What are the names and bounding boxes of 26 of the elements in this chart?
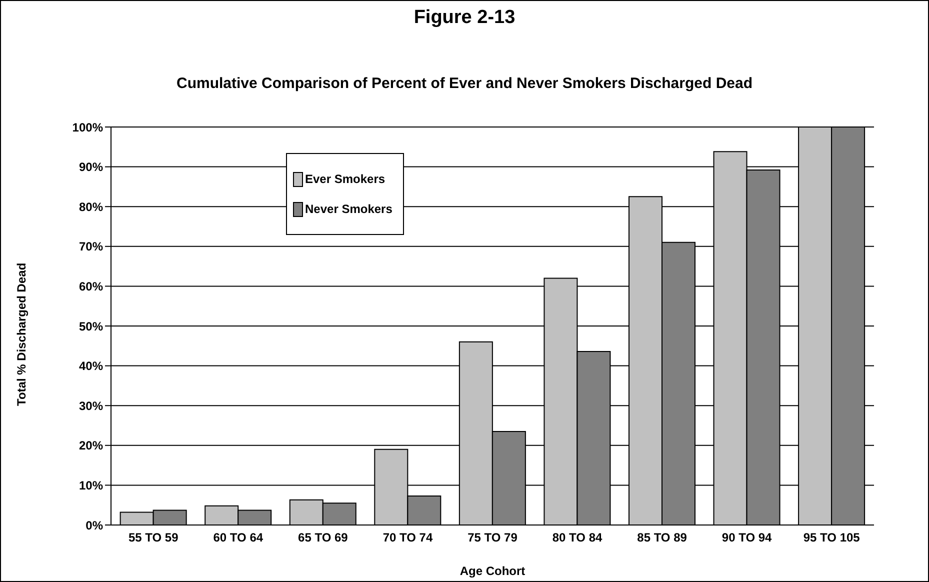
y-tick-label: 20% (78, 438, 104, 453)
x-tick-label: 75 TO 79 (468, 530, 518, 545)
y-tick-label: 10% (78, 478, 104, 492)
y-tick-label: 50% (78, 319, 104, 334)
y-tick-label: 30% (78, 398, 104, 413)
y-tick-label: 80% (78, 200, 104, 214)
x-tick-label: 95 TO 105 (803, 530, 860, 545)
chart-subtitle: Cumulative Comparison of Percent of Ever and Never Smokers Discharged Dead (175, 75, 754, 92)
x-axis-title: Age Cohort (460, 564, 526, 578)
x-tick-label: 85 TO 89 (637, 530, 688, 545)
y-tick-label: 90% (78, 160, 104, 174)
legend-label: Never Smokers (305, 202, 392, 216)
x-tick-label: 55 TO 59 (128, 530, 179, 545)
x-tick-label: 80 TO 84 (552, 530, 603, 545)
x-tick-label: 90 TO 94 (722, 530, 772, 545)
x-tick-label: 70 TO 74 (382, 530, 433, 545)
y-tick-label: 0% (86, 518, 104, 532)
y-tick-label: 60% (78, 279, 104, 294)
y-axis-title: Total % Discharged Dead (14, 262, 28, 406)
chart-title: Figure 2-13 (412, 7, 516, 29)
y-tick-label: 100% (72, 120, 104, 134)
legend-label: Ever Smokers (305, 172, 386, 186)
x-tick-label: 60 TO 64 (213, 530, 264, 545)
y-tick-label: 40% (78, 359, 104, 374)
y-tick-label: 70% (78, 240, 104, 254)
x-tick-label: 65 TO 69 (298, 530, 348, 545)
